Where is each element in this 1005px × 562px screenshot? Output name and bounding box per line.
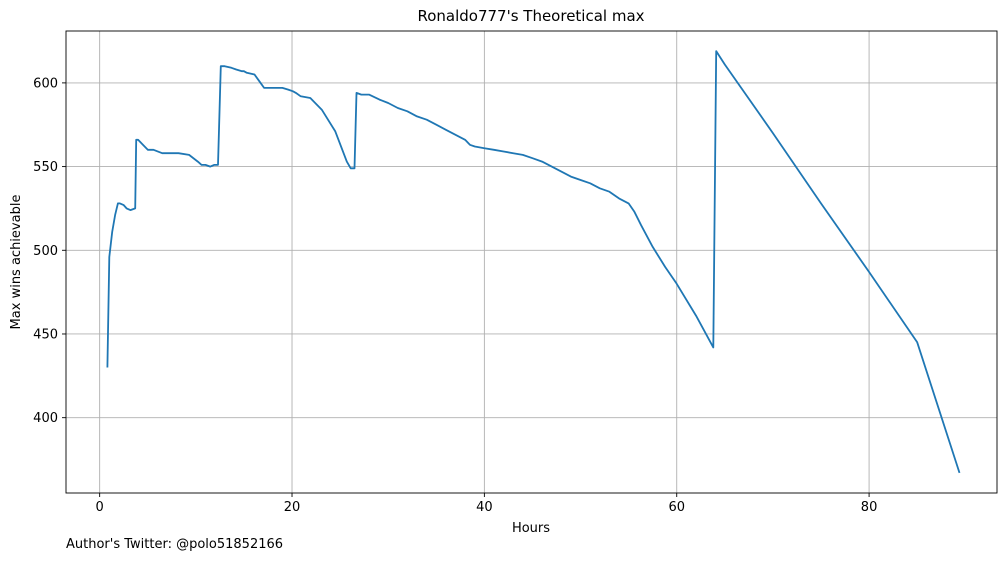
y-tick-label: 500 — [33, 244, 58, 259]
x-tick-label: 0 — [96, 500, 104, 515]
grid-lines — [66, 31, 997, 493]
y-tick-label: 550 — [33, 160, 58, 175]
y-axis-ticks: 400 450 500 550 600 — [33, 76, 66, 426]
y-tick-label: 400 — [33, 411, 58, 426]
y-tick-label: 600 — [33, 76, 58, 91]
x-tick-label: 40 — [476, 500, 493, 515]
x-tick-label: 60 — [668, 500, 685, 515]
x-tick-label: 20 — [284, 500, 301, 515]
x-axis-ticks: 0 20 40 60 80 — [96, 493, 878, 515]
x-tick-label: 80 — [861, 500, 878, 515]
chart-title: Ronaldo777's Theoretical max — [417, 7, 644, 25]
x-axis-label: Hours — [512, 521, 550, 536]
series-line — [106, 50, 961, 474]
author-credit: Author's Twitter: @polo51852166 — [66, 537, 284, 552]
y-axis-label: Max wins achievable — [9, 195, 24, 330]
y-tick-label: 450 — [33, 327, 58, 342]
plot-frame — [65, 30, 998, 494]
series-layer — [106, 50, 961, 474]
